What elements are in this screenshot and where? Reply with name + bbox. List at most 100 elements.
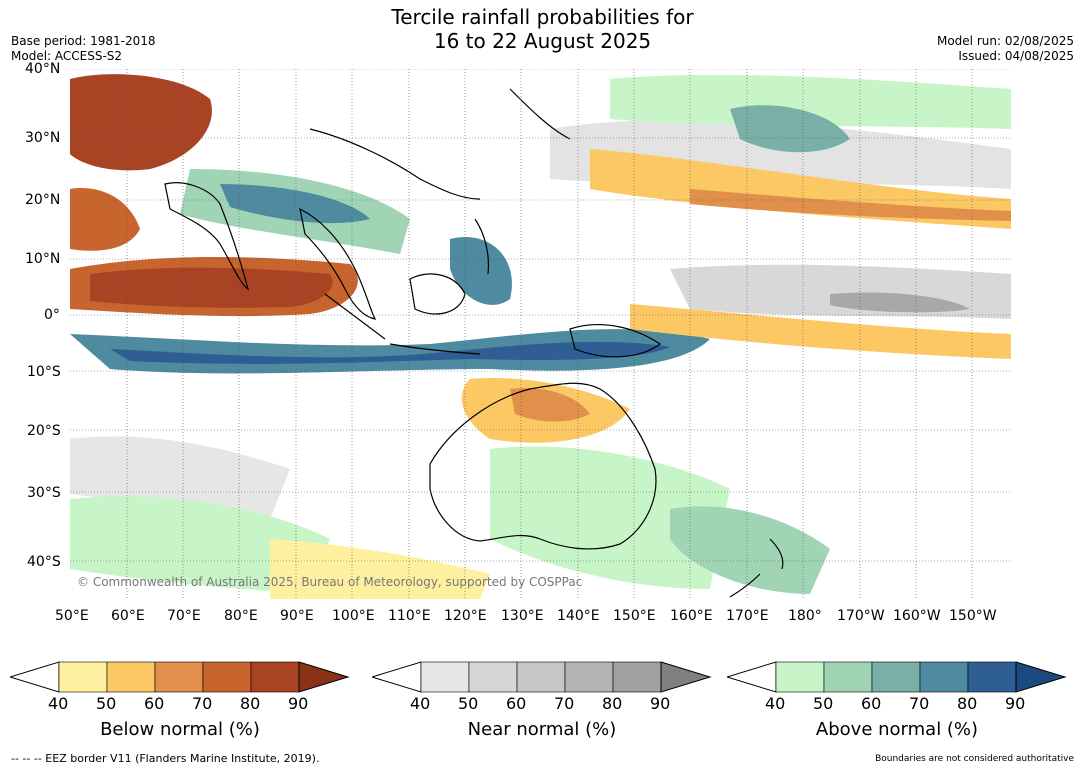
colorbar-tick: 70 xyxy=(192,694,213,713)
colorbar-tick: 40 xyxy=(410,694,431,713)
lat-label: 30°N xyxy=(25,130,61,146)
lon-label: 140°E xyxy=(557,608,600,624)
near-normal-field xyxy=(830,292,970,313)
issued-date: Issued: 04/08/2025 xyxy=(958,49,1074,63)
colorbar-segment xyxy=(154,661,204,693)
above-normal-field xyxy=(490,446,730,589)
lon-label: 50°E xyxy=(55,608,89,624)
probability-map: © Commonwealth of Australia 2025, Bureau… xyxy=(70,69,1011,599)
lon-label: 120°E xyxy=(444,608,487,624)
lon-label: 70°E xyxy=(167,608,201,624)
base-period: Base period: 1981-2018 xyxy=(11,34,156,48)
copyright-notice: © Commonwealth of Australia 2025, Bureau… xyxy=(77,575,582,589)
colorbar-tick: 90 xyxy=(1005,694,1026,713)
above-normal-field xyxy=(220,184,370,224)
new-zealand-south-coastline xyxy=(729,573,761,598)
below-normal-field xyxy=(70,74,212,171)
lat-label: 20°N xyxy=(25,192,61,208)
colorbar-near-normal xyxy=(372,661,712,693)
above-normal-field xyxy=(70,496,330,594)
colorbar-segment xyxy=(250,661,300,693)
colorbar-label-below: Below normal (%) xyxy=(100,719,260,740)
colorbar-segment xyxy=(106,661,156,693)
lon-label: 80°E xyxy=(224,608,258,624)
lon-label: 160°W xyxy=(893,608,941,624)
lon-label: 100°E xyxy=(332,608,375,624)
lat-label: 0° xyxy=(44,307,60,323)
colorbar-label-near: Near normal (%) xyxy=(467,719,617,740)
colorbar-segment xyxy=(564,661,614,693)
sumatra-coastline xyxy=(324,293,386,340)
lat-label: 30°S xyxy=(27,485,61,501)
colorbar-tick: 80 xyxy=(602,694,623,713)
coastlines xyxy=(164,88,784,598)
colorbar-segment xyxy=(775,661,825,693)
colorbar-tick: 80 xyxy=(957,694,978,713)
model-name: Model: ACCESS-S2 xyxy=(11,49,123,63)
colorbar-segment xyxy=(202,661,252,693)
colorbar-tick: 50 xyxy=(813,694,834,713)
colorbar-segment xyxy=(612,661,662,693)
colorbar-tick: 90 xyxy=(288,694,309,713)
lat-label: 10°S xyxy=(27,364,61,380)
above-normal-field xyxy=(730,105,850,153)
colorbar-tick: 60 xyxy=(506,694,527,713)
lon-label: 150°W xyxy=(949,608,997,624)
colorbar-tick: 80 xyxy=(240,694,261,713)
below-normal-field xyxy=(90,267,333,308)
eez-note: -- -- -- EEZ border V11 (Flanders Marine… xyxy=(11,752,320,765)
above-normal-field xyxy=(450,237,512,305)
lon-label: 180° xyxy=(788,608,822,624)
colorbar-extend-low xyxy=(372,661,422,693)
colorbar-below-normal xyxy=(10,661,350,693)
colorbar-segment xyxy=(420,661,470,693)
lat-label: 10°N xyxy=(25,251,61,267)
lon-label: 90°E xyxy=(280,608,314,624)
colorbar-tick: 70 xyxy=(909,694,930,713)
colorbar-segment xyxy=(823,661,873,693)
colorbar-segment xyxy=(919,661,969,693)
lon-label: 130°E xyxy=(501,608,544,624)
lon-label: 170°E xyxy=(726,608,769,624)
near-normal-field xyxy=(670,264,1011,319)
lat-label: 40°N xyxy=(25,61,61,77)
lat-label: 20°S xyxy=(27,423,61,439)
above-normal-field xyxy=(670,506,830,594)
lat-label: 40°S xyxy=(27,554,61,570)
colorbar-extend-high xyxy=(298,661,350,693)
colorbar-tick: 70 xyxy=(554,694,575,713)
above-normal-field xyxy=(110,341,670,364)
above-normal-field xyxy=(610,74,1011,129)
new-guinea-coastline xyxy=(569,324,662,358)
colorbar-extend-high xyxy=(1015,661,1067,693)
colorbar-tick: 50 xyxy=(458,694,479,713)
map-title-line1: Tercile rainfall probabilities for xyxy=(391,5,694,29)
gridlines xyxy=(70,69,1011,599)
japan-coastline xyxy=(509,88,571,140)
boundary-note: Boundaries are not considered authoritat… xyxy=(875,754,1074,764)
lon-label: 60°E xyxy=(111,608,145,624)
lon-label: 150°E xyxy=(613,608,656,624)
colorbar-extend-low xyxy=(10,661,60,693)
colorbar-segment xyxy=(967,661,1017,693)
colorbar-tick: 40 xyxy=(765,694,786,713)
probability-fields xyxy=(70,74,1011,599)
colorbar-tick: 60 xyxy=(144,694,165,713)
colorbar-above-normal xyxy=(727,661,1067,693)
lon-label: 170°W xyxy=(837,608,885,624)
colorbar-segment xyxy=(871,661,921,693)
australia-coastline xyxy=(429,382,657,550)
colorbar-extend-high xyxy=(660,661,712,693)
colorbar-segment xyxy=(58,661,108,693)
colorbar-tick: 50 xyxy=(96,694,117,713)
colorbar-tick: 90 xyxy=(650,694,671,713)
lon-label: 110°E xyxy=(388,608,431,624)
india-coastline xyxy=(164,182,249,291)
colorbar-segment xyxy=(468,661,518,693)
below-normal-field xyxy=(70,188,140,251)
colorbar-tick: 60 xyxy=(861,694,882,713)
below-normal-field xyxy=(270,539,490,599)
lon-label: 160°E xyxy=(670,608,713,624)
china-coastline xyxy=(309,128,481,200)
map-title-line2: 16 to 22 August 2025 xyxy=(433,29,652,53)
